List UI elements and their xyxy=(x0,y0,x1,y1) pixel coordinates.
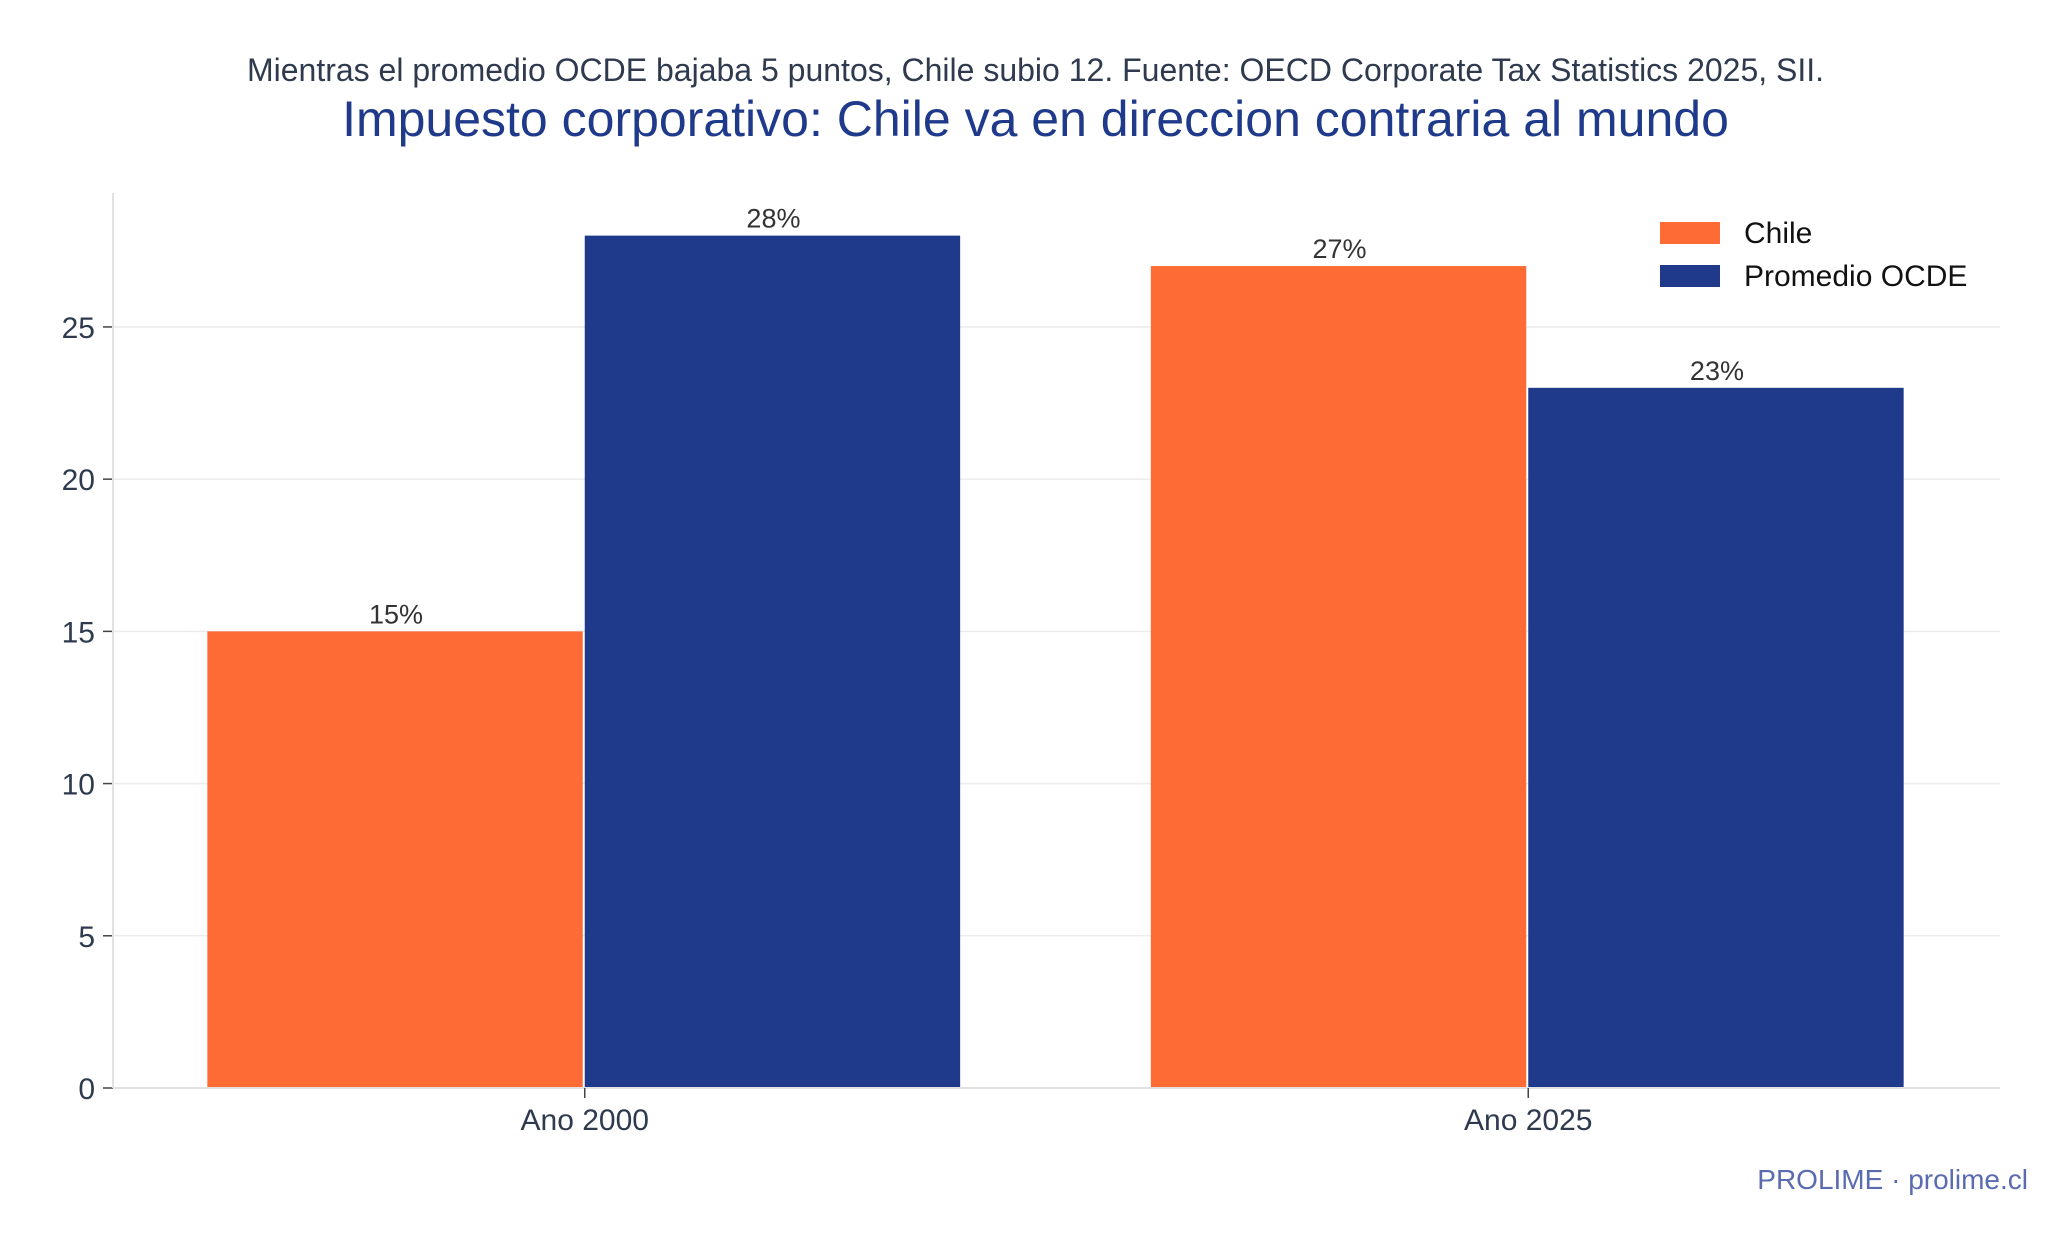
bar xyxy=(207,631,583,1088)
legend-label: Chile xyxy=(1744,217,1812,250)
y-tick-label: 15 xyxy=(62,616,95,649)
x-tick-label: Ano 2000 xyxy=(521,1104,649,1137)
x-tick-label: Ano 2025 xyxy=(1464,1104,1592,1137)
bars: 15% 28% 27% 23% xyxy=(207,204,1904,1089)
y-tick-label: 10 xyxy=(62,769,95,802)
legend-swatch xyxy=(1660,222,1720,244)
chart-subtitle: Mientras el promedio OCDE bajaba 5 punto… xyxy=(246,52,1825,88)
bar xyxy=(1150,266,1527,1088)
chart-title: Impuesto corporativo: Chile va en direcc… xyxy=(342,91,1729,147)
y-tick-label: 20 xyxy=(62,464,95,497)
legend-label: Promedio OCDE xyxy=(1744,260,1967,293)
data-label: 28% xyxy=(746,204,800,234)
bar xyxy=(584,235,961,1089)
data-label: 15% xyxy=(369,599,423,629)
y-tick-label: 25 xyxy=(62,312,95,345)
bar xyxy=(1528,387,1904,1088)
legend-swatch xyxy=(1660,265,1720,287)
data-label: 27% xyxy=(1313,234,1367,264)
y-tick-label: 0 xyxy=(78,1073,95,1106)
data-label: 23% xyxy=(1690,356,1744,386)
footer-credit: PROLIME · prolime.cl xyxy=(1757,1164,2028,1195)
y-tick-label: 5 xyxy=(78,921,95,954)
axes: 0 5 10 15 20 25 Ano 2000 Ano 2025 xyxy=(62,193,2000,1137)
legend: Chile Promedio OCDE xyxy=(1660,217,1967,293)
